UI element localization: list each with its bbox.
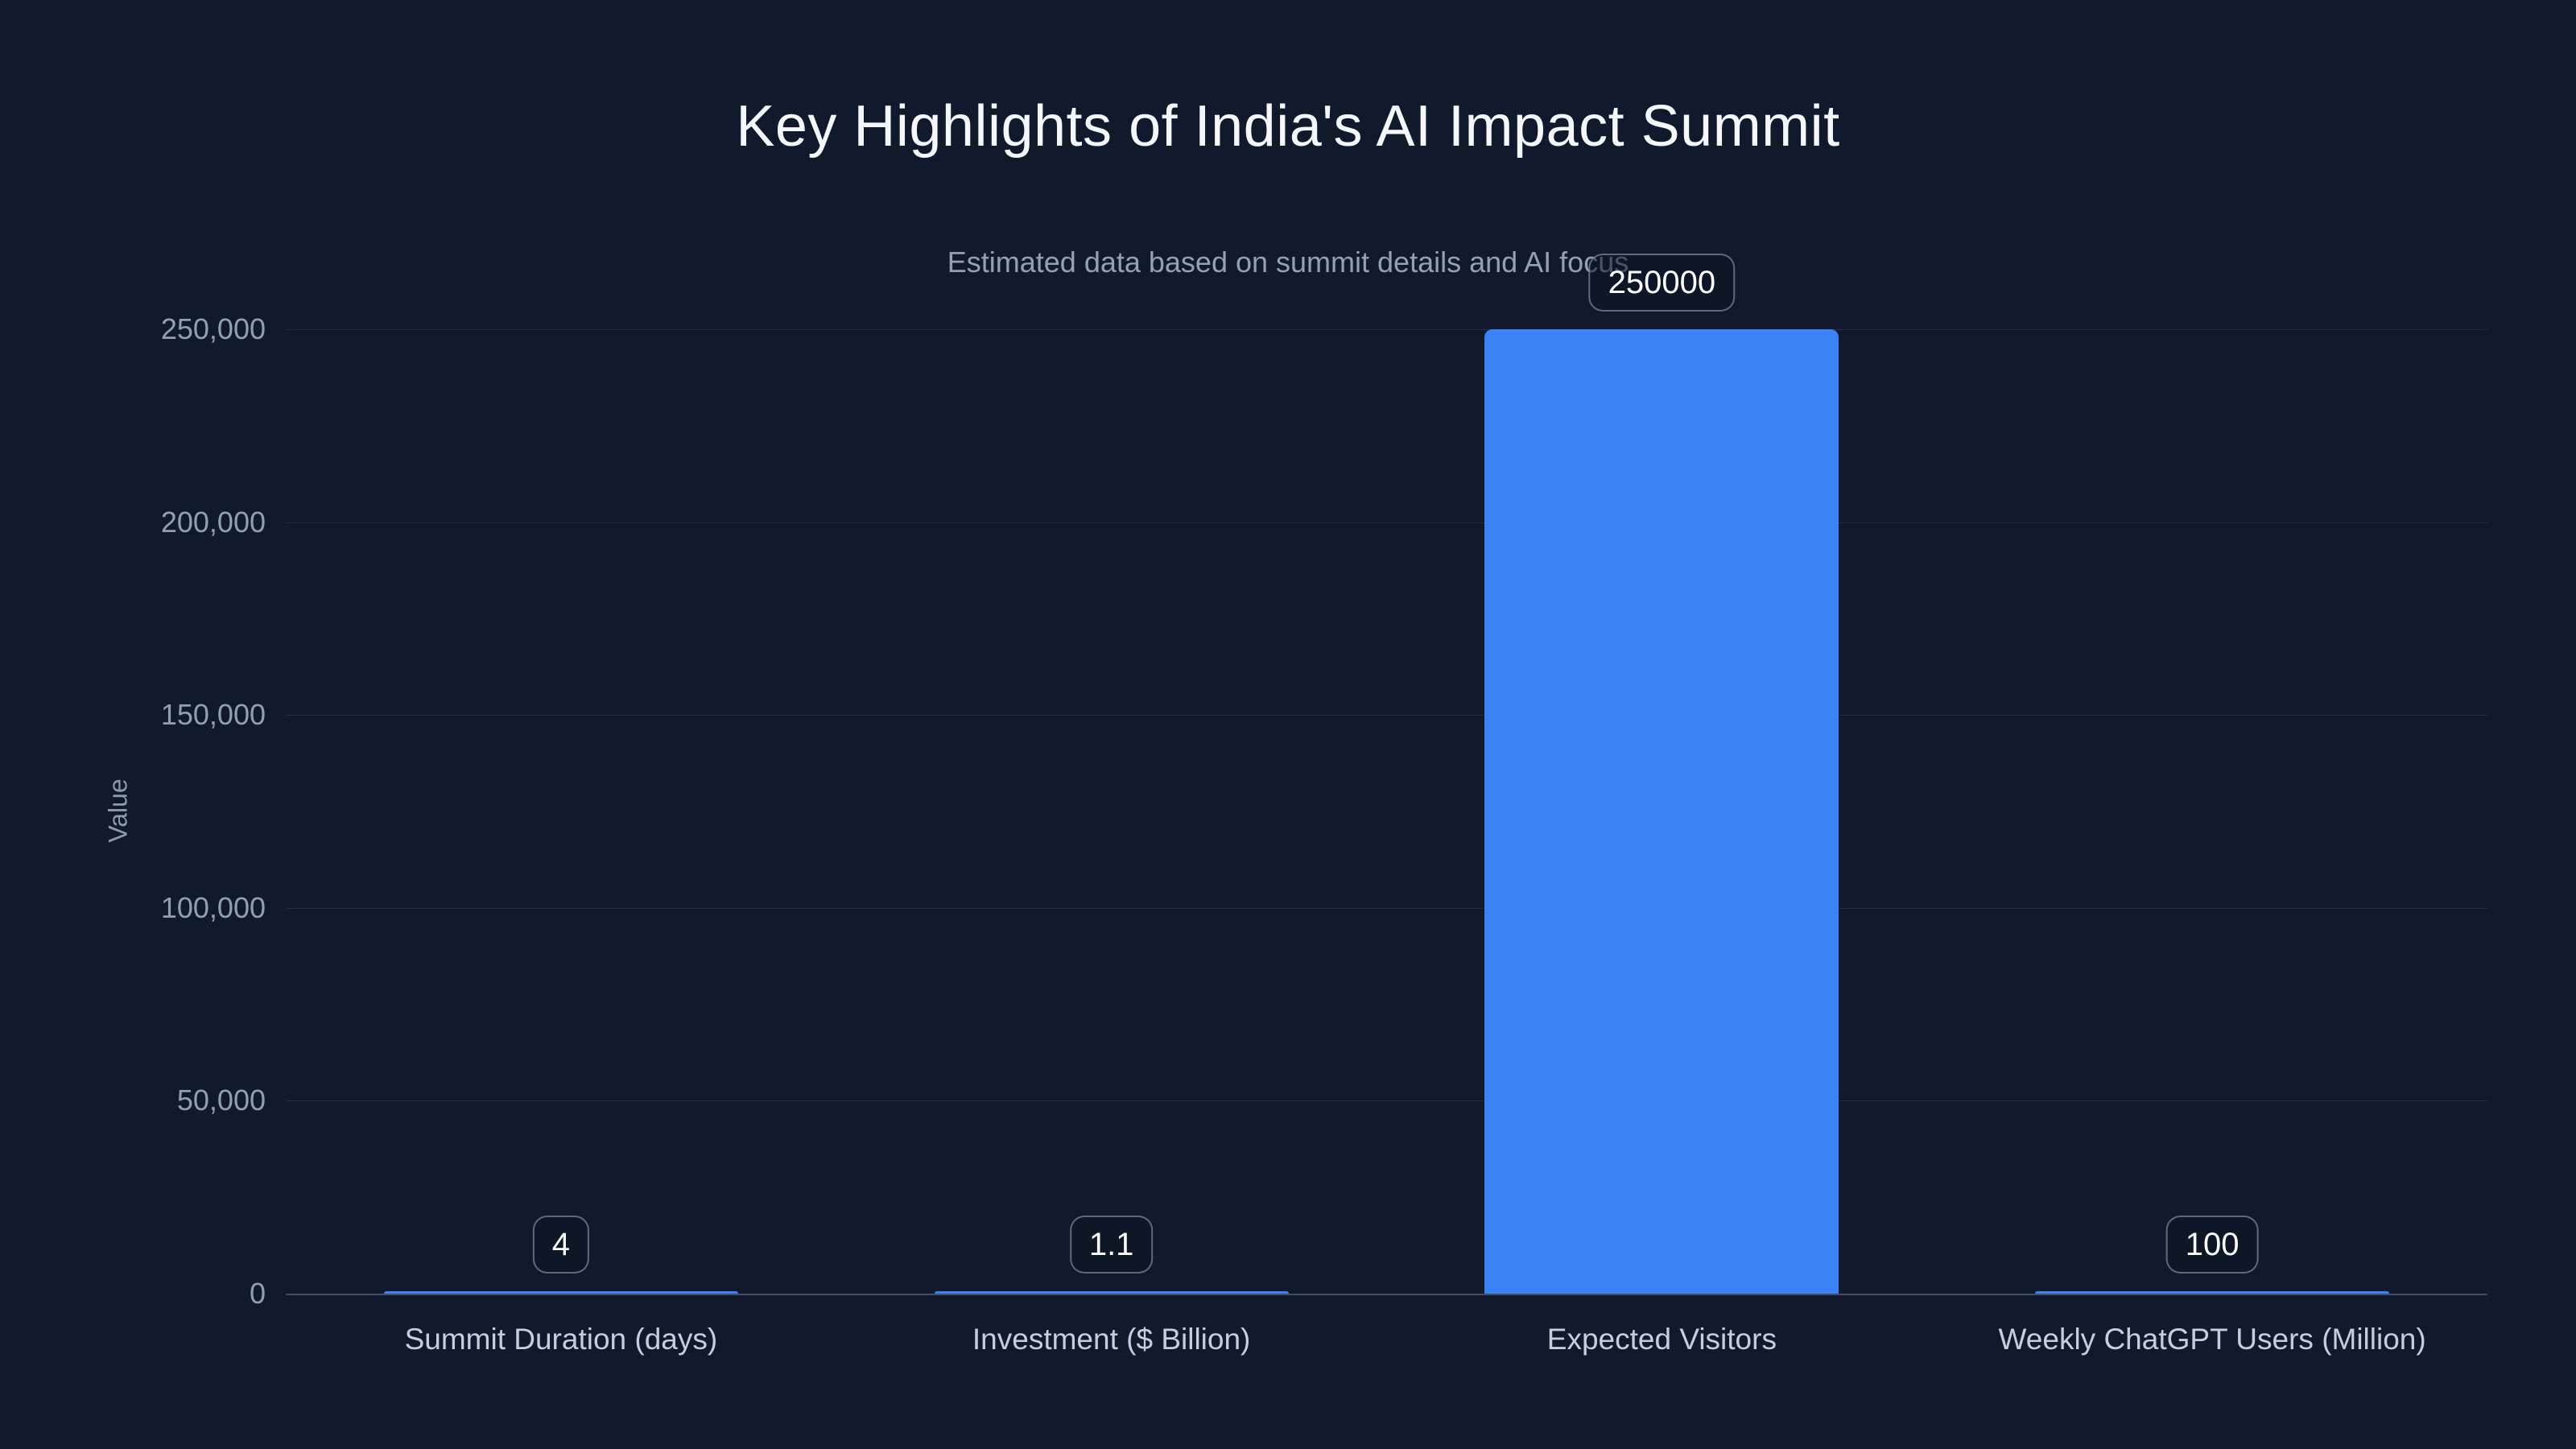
x-tick-label-summit-duration-days: Summit Duration (days) [404, 1323, 718, 1356]
plot-area: 4 1.1 250000 100 [286, 254, 2487, 1295]
gridline [286, 907, 2487, 909]
value-label-weekly-chatgpt-users-million: 100 [2165, 1216, 2259, 1274]
gridline [286, 715, 2487, 716]
gridline [286, 522, 2487, 523]
value-label-expected-visitors: 250000 [1588, 254, 1736, 312]
y-axis: 0 50,000 100,000 150,000 200,000 250,000 [0, 312, 266, 1310]
bar-summit-duration-days[interactable] [383, 1291, 738, 1294]
y-tick-label: 200,000 [160, 505, 266, 539]
bar-weekly-chatgpt-users-million[interactable] [2035, 1291, 2390, 1294]
x-axis: Summit Duration (days) Investment ($ Bill… [286, 1294, 2487, 1390]
y-tick-label: 50,000 [176, 1084, 266, 1117]
y-tick-label: 0 [249, 1277, 266, 1310]
bar-expected-visitors[interactable] [1484, 329, 1839, 1294]
chart-title: Key Highlights of India's AI Impact Summ… [736, 94, 1840, 159]
gridline [286, 1100, 2487, 1102]
gridline [286, 329, 2487, 330]
y-tick-label: 150,000 [160, 698, 266, 732]
x-axis-line [286, 1294, 2487, 1295]
x-tick-label-expected-visitors: Expected Visitors [1546, 1323, 1777, 1356]
value-label-summit-duration-days: 4 [532, 1216, 589, 1274]
x-tick-label-weekly-chatgpt-users-million: Weekly ChatGPT Users (Million) [1998, 1323, 2426, 1356]
bar-investment-billion[interactable] [934, 1291, 1289, 1294]
y-tick-label: 100,000 [160, 890, 266, 924]
x-tick-label-investment-billion: Investment ($ Billion) [972, 1323, 1251, 1356]
y-tick-label: 250,000 [160, 312, 266, 345]
value-label-investment-billion: 1.1 [1069, 1216, 1154, 1274]
chart-subtitle: Estimated data based on summit details a… [947, 246, 1629, 279]
